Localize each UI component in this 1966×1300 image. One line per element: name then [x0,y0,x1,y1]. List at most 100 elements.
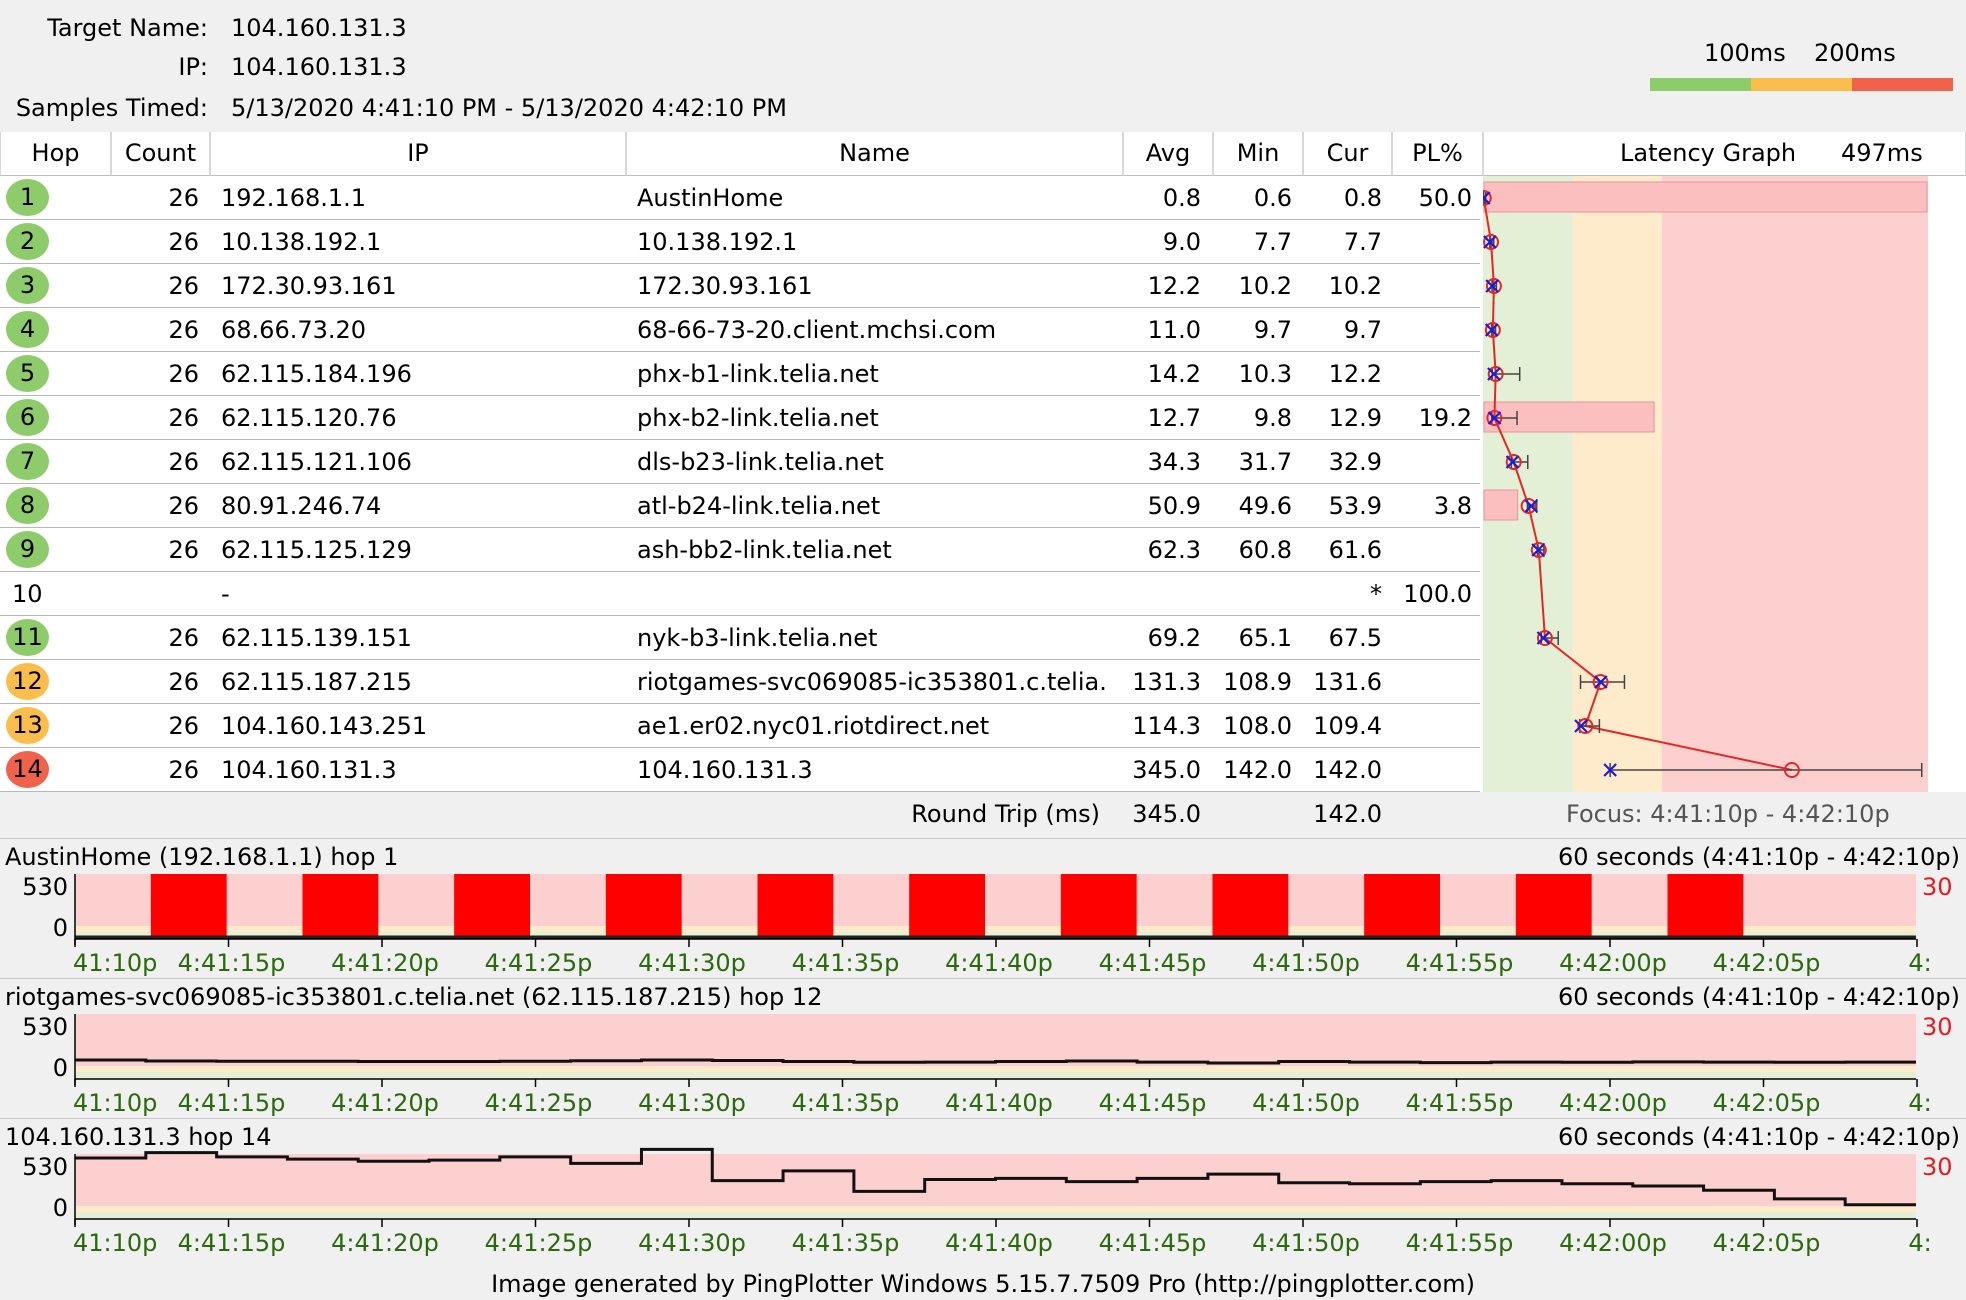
timeline-tick-label: 4:42:05p [1713,1089,1821,1117]
hop-cur: 0.8 [1343,184,1382,212]
hop-cur: 12.9 [1328,404,1382,432]
table-row[interactable]: 2 26 10.138.192.1 10.138.192.1 9.0 7.7 7.7 [0,220,1480,264]
round-trip-avg: 345.0 [1132,800,1201,828]
y-axis-bottom-label: 0 [52,914,68,942]
latency-avg-marker [1486,410,1503,426]
y-axis-top-label: 530 [22,1013,68,1041]
hop-ip: 104.160.143.251 [221,712,428,740]
timeline-range: 60 seconds (4:41:10p - 4:42:10p) [1557,983,1960,1011]
hop-cur: 142.0 [1313,756,1382,784]
latency-cur-marker [1487,411,1502,425]
y-axis-bottom-label: 0 [52,1054,68,1082]
hop-status-badge: 13 [6,707,49,744]
latency-graph-title: Latency Graph [1620,139,1797,167]
timeline-tick-label: 4:41:45p [1099,949,1207,977]
timeline-tick-label: 4:42:05p [1713,949,1821,977]
hop-count: 26 [168,360,199,388]
hop-packet-loss [1392,528,1472,572]
band-good [1483,176,1573,792]
timeline-range: 60 seconds (4:41:10p - 4:42:10p) [1557,1123,1960,1151]
col-header-count[interactable]: Count [111,132,210,176]
timeline-band-orange [75,1066,1916,1073]
timeline-panel[interactable]: AustinHome (192.168.1.1) hop 1 60 seconds… [0,838,1966,978]
table-row[interactable]: 6 26 62.115.120.76 phx-b2-link.telia.net 12.… [0,396,1480,440]
table-row[interactable]: 5 26 62.115.184.196 phx-b1-link.telia.net 14… [0,352,1480,396]
col-header-cur[interactable]: Cur [1303,132,1392,176]
timeline-right-label: 30 [1922,1013,1953,1041]
hop-status-badge: 8 [6,487,49,524]
latency-cur-marker [1536,631,1551,645]
timeline-tick-label: 4:41:35p [792,949,900,977]
hop-name [637,572,1117,616]
table-row[interactable]: 12 26 62.115.187.215 riotgames-svc069085-ic… [0,660,1480,704]
table-row[interactable]: 8 26 80.91.246.74 atl-b24-link.telia.net 50.… [0,484,1480,528]
hop-packet-loss: 100.0 [1403,580,1472,608]
legend-orange-band [1751,78,1852,91]
timeline-loss-bar [1515,874,1592,939]
timeline-tick-label: 41:10p [73,949,157,977]
legend-red-band [1852,78,1953,91]
hop-status-badge: 1 [6,179,49,216]
timeline-right-label: 30 [1922,873,1953,901]
col-header-min[interactable]: Min [1213,132,1303,176]
latency-cur-marker [1574,719,1588,733]
hop-status-badge: 7 [6,443,49,480]
ip-value: 104.160.131.3 [231,53,407,81]
col-header-ip[interactable]: IP [210,132,626,176]
legend-100ms-label: 100ms [1704,39,1786,67]
ip-label: IP: [178,53,208,81]
hop-status-badge: 4 [6,311,49,348]
table-row[interactable]: 4 26 68.66.73.20 68-66-73-20.client.mchsi.c… [0,308,1480,352]
timeline-band-orange [75,926,1916,933]
timeline-tick-label: 4:41:40p [945,1229,1053,1257]
col-header-pl[interactable]: PL% [1392,132,1483,176]
timeline-tick-label: 4:41:55p [1406,1089,1514,1117]
col-header-latency-graph[interactable]: Latency Graph 497ms [1483,132,1966,176]
latency-avg-marker [1783,762,1800,778]
hop-avg: 11.0 [1147,316,1201,344]
latency-avg-marker [1487,366,1504,382]
hop-name: AustinHome [637,184,784,212]
hop-cur: 12.2 [1328,360,1382,388]
col-header-avg[interactable]: Avg [1123,132,1213,176]
hop-avg: 14.2 [1147,360,1201,388]
hop-count: 26 [168,448,199,476]
hop-name: dls-b23-link.telia.net [637,448,884,476]
timeline-panel[interactable]: riotgames-svc069085-ic353801.c.telia.net… [0,978,1966,1118]
hop-avg: 12.7 [1147,404,1201,432]
hop-packet-loss [1392,748,1472,792]
round-trip-label: Round Trip (ms) [911,800,1100,828]
timeline-loss-bar [1212,874,1289,939]
table-row[interactable]: 10 - * 100.0 [0,572,1480,616]
hop-avg: 114.3 [1132,712,1201,740]
table-row[interactable]: 13 26 104.160.143.251 ae1.er02.nyc01.riotdi… [0,704,1480,748]
col-header-hop[interactable]: Hop [0,132,111,176]
hop-name: phx-b2-link.telia.net [637,404,879,432]
y-axis-top-label: 530 [22,873,68,901]
timeline-latency-line [75,1058,1916,1065]
packet-loss-bar [1483,181,1928,213]
timeline-tick-label: 4:41:15p [178,1089,286,1117]
col-header-name[interactable]: Name [626,132,1123,176]
table-row[interactable]: 14 26 104.160.131.3 104.160.131.3 345.0 142.0… [0,748,1480,792]
table-row[interactable]: 9 26 62.115.125.129 ash-bb2-link.telia.net 6… [0,528,1480,572]
hop-cur: 53.9 [1328,492,1382,520]
timeline-tick-label: 4:41:20p [331,1089,439,1117]
hop-min: 0.6 [1253,184,1292,212]
table-row[interactable]: 3 26 172.30.93.161 172.30.93.161 12.2 10.2 10.… [0,264,1480,308]
hop-avg: 50.9 [1147,492,1201,520]
legend-green-band [1650,78,1751,91]
hop-ip: 62.115.125.129 [221,536,412,564]
timeline-band-green [75,1072,1916,1079]
timeline-panel[interactable]: 104.160.131.3 hop 14 60 seconds (4:41:10p… [0,1118,1966,1258]
table-row[interactable]: 1 26 192.168.1.1 AustinHome 0.8 0.6 0.8 50.0 [0,176,1480,220]
hop-avg: 12.2 [1147,272,1201,300]
table-row[interactable]: 11 26 62.115.139.151 nyk-b3-link.telia.net 6… [0,616,1480,660]
hop-ip: 68.66.73.20 [221,316,367,344]
hop-cur: 10.2 [1328,272,1382,300]
legend-200ms-label: 200ms [1814,39,1896,67]
table-row[interactable]: 7 26 62.115.121.106 dls-b23-link.telia.net 3… [0,440,1480,484]
timeline-tick-label: 4:41:55p [1406,949,1514,977]
timeline-plot: 41:10p 4:41:15p 4:41:20p 4:41:25p 4:41:30p 4:… [73,1014,1932,1117]
trace-table: Hop Count IP Name Avg Min Cur PL% Latenc… [0,132,1966,792]
